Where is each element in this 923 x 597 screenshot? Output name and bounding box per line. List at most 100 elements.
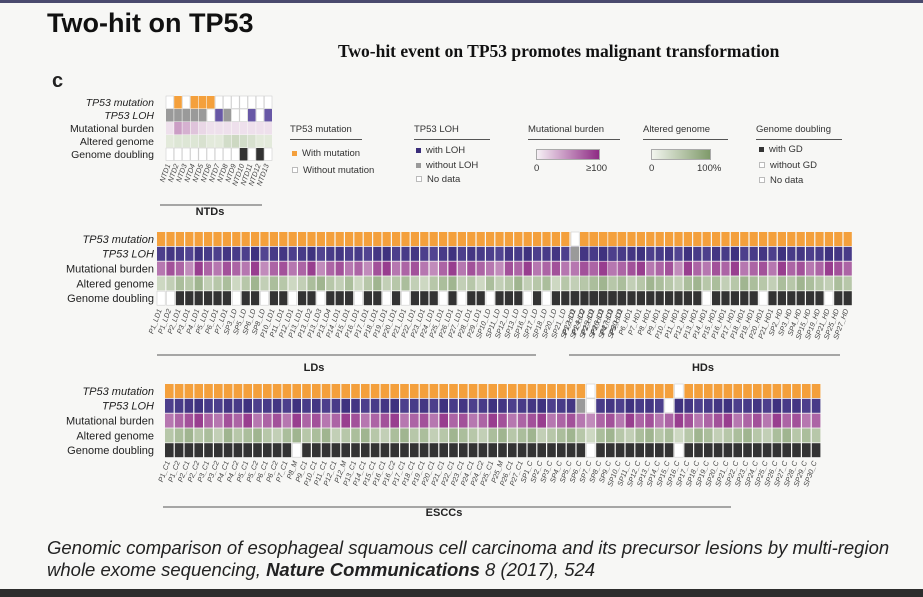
heatmap-cell xyxy=(223,135,231,148)
heatmap-cell xyxy=(478,443,488,458)
heatmap-cell xyxy=(792,413,801,428)
heatmap-cell xyxy=(478,384,488,398)
heatmap-cell xyxy=(645,413,654,428)
heatmap-cell xyxy=(693,291,702,306)
heatmap-cell xyxy=(321,384,331,398)
heatmap-cell xyxy=(420,232,429,246)
heatmap-cell xyxy=(326,261,335,276)
heatmap-cell xyxy=(514,246,523,261)
heatmap-cell xyxy=(768,246,777,261)
heatmap-cell xyxy=(514,261,523,276)
heatmap-cell xyxy=(243,428,252,443)
heatmap-cell xyxy=(429,384,439,398)
heatmap-cell xyxy=(636,276,645,291)
heatmap-cell xyxy=(251,246,260,261)
heatmap-cell xyxy=(174,413,184,428)
heatmap-cell xyxy=(787,246,796,261)
heatmap-cell xyxy=(533,291,542,306)
heatmap-cell xyxy=(504,232,513,246)
heatmap-cell xyxy=(684,413,693,428)
heatmap-cell xyxy=(321,398,331,413)
legend-rule xyxy=(528,139,620,140)
heatmap-cell xyxy=(635,398,644,413)
heatmap-cell xyxy=(335,232,344,246)
heatmap-cell xyxy=(233,398,243,413)
heatmap-cell xyxy=(608,261,617,276)
heatmap-cell xyxy=(269,291,278,306)
heatmap-cell xyxy=(743,398,752,413)
heatmap-cell xyxy=(253,413,262,428)
heatmap-cell xyxy=(495,291,504,306)
row-label: Mutational burden xyxy=(66,416,154,428)
heatmap-cell xyxy=(476,246,485,261)
heatmap-cell xyxy=(796,291,805,306)
heatmap-cell xyxy=(762,428,772,443)
heatmap-cell xyxy=(288,276,297,291)
heatmap-cell xyxy=(762,443,772,458)
heatmap-cell xyxy=(198,122,207,135)
heatmap-cell xyxy=(547,398,556,413)
heatmap-cell xyxy=(537,428,546,443)
heatmap-cell xyxy=(222,261,231,276)
row-label: TP53 mutation xyxy=(82,386,154,398)
heatmap-cell xyxy=(185,261,194,276)
heatmap-cell xyxy=(457,246,466,261)
heatmap-cell xyxy=(815,291,824,306)
heatmap-cell xyxy=(608,276,617,291)
heatmap-cell xyxy=(312,428,321,443)
heatmap-cell xyxy=(576,443,586,458)
heatmap-cell xyxy=(429,443,439,458)
heatmap-cell xyxy=(508,384,517,398)
altered-min-label: 0 xyxy=(649,163,655,174)
heatmap-cell xyxy=(636,291,645,306)
heatmap-cell xyxy=(175,291,184,306)
heatmap-cell xyxy=(231,135,240,148)
heatmap-cell xyxy=(486,261,495,276)
heatmap-cell xyxy=(321,428,331,443)
heatmap-cell xyxy=(190,122,199,135)
heatmap-cell xyxy=(279,276,288,291)
heatmap-cell xyxy=(655,261,664,276)
heatmap-cell xyxy=(723,413,733,428)
heatmap-cell xyxy=(655,276,664,291)
heatmap-cell xyxy=(694,384,703,398)
heatmap-cell xyxy=(231,108,240,122)
burden-max-label: ≥100 xyxy=(586,163,608,174)
heatmap-cell xyxy=(232,246,241,261)
heatmap-cell xyxy=(363,246,372,261)
heatmap-cell xyxy=(665,276,674,291)
burden-min-label: 0 xyxy=(534,163,540,174)
heatmap-cell xyxy=(243,398,252,413)
heatmap-cell xyxy=(272,398,282,413)
row-label: TP53 LOH xyxy=(102,249,154,261)
heatmap-cell xyxy=(175,261,184,276)
heatmap-cell xyxy=(243,413,252,428)
heatmap-cell xyxy=(382,276,391,291)
heatmap-cell xyxy=(185,291,194,306)
heatmap-cell xyxy=(459,413,468,428)
heatmap-cell xyxy=(743,384,752,398)
heatmap-cell xyxy=(467,232,476,246)
heatmap-cell xyxy=(166,122,174,135)
heatmap-cell xyxy=(749,246,758,261)
heatmap-cell xyxy=(557,413,566,428)
heatmap-cell xyxy=(215,109,223,122)
heatmap-cell xyxy=(811,428,821,443)
heatmap-cell xyxy=(222,291,231,306)
heatmap-cell xyxy=(743,428,752,443)
heatmap-cell xyxy=(787,232,796,246)
heatmap-cell xyxy=(269,261,278,276)
heatmap-cell xyxy=(400,443,409,458)
heatmap-cell xyxy=(586,442,596,458)
heatmap-cell xyxy=(174,443,184,458)
heatmap-cell xyxy=(239,122,248,135)
heatmap-cell xyxy=(571,261,580,276)
heatmap-cell xyxy=(392,261,401,276)
heatmap-cell xyxy=(542,261,551,276)
heatmap-cell xyxy=(713,443,723,458)
heatmap-cell xyxy=(570,231,580,247)
heatmap-cell xyxy=(214,443,223,458)
row-label: Altered genome xyxy=(76,278,154,290)
legend-rule xyxy=(290,139,362,140)
heatmap-cell xyxy=(231,122,240,135)
